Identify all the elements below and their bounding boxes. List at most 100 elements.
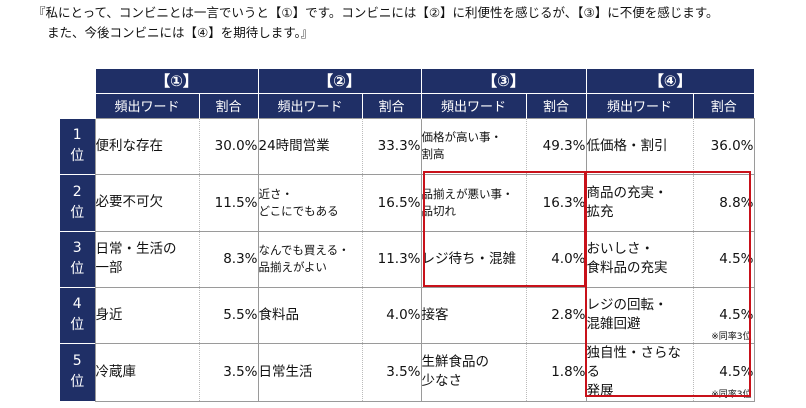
- percentage-cell: 16.5%: [361, 173, 421, 231]
- tie-note: ※同率3位: [711, 331, 752, 342]
- frequent-word-cell: 冷蔵庫: [94, 342, 199, 402]
- frequent-word-line: 冷蔵庫: [95, 363, 137, 380]
- frequent-word-line: 少なさ: [421, 373, 463, 389]
- percentage-value: 4.0%: [551, 251, 586, 267]
- table-row: 3 位日常・生活の 一部 8.3% なんでも買える・ 品揃えがよい 11.3% レジ待ち・混雑…: [60, 230, 755, 287]
- question-line-1: 『私にとって、コンビニとは一言でいうと【①】です。コンビニには【②】に利便性を感…: [33, 5, 719, 20]
- frequent-word-line: なんでも買える・: [258, 243, 350, 257]
- word-header: 頻出ワード: [94, 92, 199, 118]
- percentage-cell: 5.5%: [198, 286, 258, 343]
- percentage-value: 5.5%: [223, 307, 258, 323]
- frequent-word-cell: 生鮮食品の 少なさ: [420, 342, 526, 402]
- percentage-value: 16.3%: [542, 194, 586, 211]
- pct-header: 割合: [692, 92, 754, 118]
- percentage-cell: 33.3%: [361, 117, 421, 174]
- frequent-word-cell: 便利な存在: [94, 117, 199, 174]
- percentage-value: 49.3%: [542, 138, 586, 154]
- frequent-word-cell: なんでも買える・ 品揃えがよい: [257, 230, 362, 287]
- percentage-cell: 16.3%: [525, 173, 586, 231]
- frequent-word-cell: 食料品: [257, 286, 362, 343]
- percentage-value: 11.3%: [377, 251, 421, 267]
- group-header-3: 【③】: [420, 69, 586, 93]
- rank-number: 1: [72, 127, 82, 143]
- percentage-value: 33.3%: [377, 138, 421, 154]
- frequent-word-cell: 身近: [94, 286, 199, 343]
- percentage-value: 4.0%: [386, 307, 421, 323]
- percentage-value: 30.0%: [214, 138, 258, 154]
- percentage-cell: 4.0%: [361, 286, 421, 343]
- percentage-cell: 4.5% ※同率3位: [692, 342, 755, 402]
- frequent-word-line: 品切れ: [421, 203, 457, 218]
- table-row: 4 位身近 5.5% 食料品 4.0% 接客 2.8% レジの回転・ 混雑回避 4.5% ※同率3位: [60, 286, 755, 343]
- corner-blank: [60, 69, 95, 93]
- frequent-word-cell: 低価格・割引: [585, 117, 693, 174]
- frequent-word-cell: 日常生活: [257, 342, 362, 402]
- question-line-2: また、今後コンビニには【④】を期待します。』: [47, 25, 314, 40]
- percentage-cell: 11.5%: [198, 173, 258, 231]
- group-header-1: 【①】: [94, 69, 258, 93]
- ranking-table: 【①】 【②】 【③】 【④】 頻出ワード 割合 頻出ワード 割合 頻出ワード …: [60, 69, 755, 402]
- frequent-word-cell: レジの回転・ 混雑回避: [585, 286, 693, 343]
- percentage-value: 3.5%: [223, 364, 258, 380]
- percentage-cell: 4.5%: [692, 230, 755, 287]
- percentage-value: 8.3%: [223, 251, 258, 267]
- frequent-word-line: 近さ・: [258, 186, 294, 201]
- rank-suffix: 位: [70, 148, 85, 164]
- rank-suffix: 位: [70, 317, 85, 333]
- corner-blank: [60, 93, 95, 118]
- frequent-word-line: 日常・生活の: [95, 241, 177, 257]
- frequent-word-cell: 日常・生活の 一部: [94, 230, 199, 287]
- percentage-value: 16.5%: [377, 194, 421, 211]
- word-header: 頻出ワード: [257, 92, 362, 118]
- percentage-cell: 49.3%: [525, 117, 586, 174]
- frequent-word-line: 必要不可欠: [95, 194, 164, 210]
- percentage-cell: 11.3%: [361, 230, 421, 287]
- rank-suffix: 位: [70, 374, 85, 391]
- table-row: 5 位冷蔵庫 3.5% 日常生活 3.5% 生鮮食品の 少なさ 1.8% 独自性・さらなる 発展 4…: [60, 342, 755, 402]
- rank-number: 5: [72, 353, 82, 370]
- frequent-word-line: おいしさ・: [586, 241, 655, 257]
- frequent-word-line: 混雑回避: [586, 316, 641, 332]
- rank-suffix: 位: [70, 204, 85, 221]
- percentage-cell: 2.8%: [525, 286, 586, 343]
- frequent-word-cell: おいしさ・ 食料品の充実: [585, 230, 693, 287]
- percentage-cell: 3.5%: [361, 342, 421, 402]
- frequent-word-line: 身近: [95, 306, 123, 323]
- frequent-word-line: 割高: [421, 147, 445, 161]
- frequent-word-cell: 商品の充実・ 拡充: [585, 173, 693, 231]
- percentage-value: 4.5%: [719, 364, 754, 380]
- pct-header: 割合: [361, 92, 421, 118]
- frequent-word-line: 拡充: [586, 203, 614, 220]
- frequent-word-line: 発展: [586, 382, 614, 399]
- frequent-word-line: 価格が高い事・: [421, 130, 503, 144]
- frequent-word-line: 独自性・さらなる: [586, 344, 682, 380]
- table-row: 2 位必要不可欠 11.5% 近さ・ どこにでもある 16.5% 品揃えが悪い事・ 品切れ 16…: [60, 173, 755, 231]
- word-header: 頻出ワード: [420, 92, 526, 118]
- frequent-word-line: 食料品: [258, 306, 300, 323]
- frequent-word-line: 一部: [95, 260, 123, 276]
- frequent-word-line: 商品の充実・: [586, 184, 668, 201]
- percentage-cell: 36.0%: [692, 117, 755, 174]
- group-header-4: 【④】: [585, 69, 754, 93]
- percentage-cell: 8.8%: [692, 173, 755, 231]
- frequent-word-cell: 価格が高い事・ 割高: [420, 117, 526, 174]
- frequent-word-line: レジの回転・: [586, 297, 668, 313]
- percentage-value: 8.8%: [719, 194, 754, 211]
- frequent-word-cell: レジ待ち・混雑: [420, 230, 526, 287]
- frequent-word-cell: 接客: [420, 286, 526, 343]
- percentage-cell: 4.5% ※同率3位: [692, 286, 755, 343]
- table-row: 1 位便利な存在 30.0% 24時間営業 33.3% 価格が高い事・ 割高 49.3% 低価格…: [60, 117, 755, 174]
- percentage-value: 4.5%: [719, 307, 754, 323]
- percentage-value: 2.8%: [551, 307, 586, 323]
- percentage-value: 4.5%: [719, 251, 754, 267]
- tie-note: ※同率3位: [711, 389, 752, 400]
- pct-header: 割合: [525, 92, 586, 118]
- frequent-word-line: 品揃えがよい: [258, 260, 327, 274]
- percentage-cell: 8.3%: [198, 230, 258, 287]
- percentage-value: 36.0%: [710, 138, 754, 154]
- pct-header: 割合: [198, 92, 258, 118]
